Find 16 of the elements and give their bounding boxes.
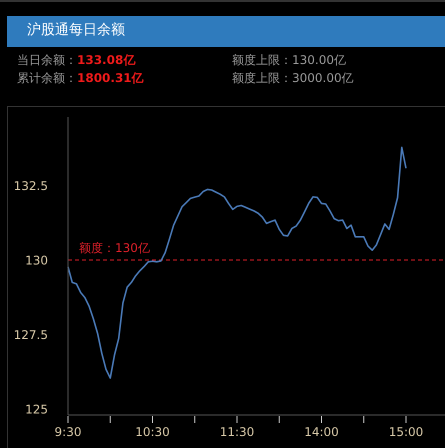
ref-line-label: 额度：130亿	[79, 241, 150, 256]
y-tick-label: 130	[25, 253, 48, 268]
x-tick-label: 15:00	[388, 425, 424, 439]
y-tick-label: 125	[25, 402, 48, 416]
x-tick-label: 9:30	[54, 425, 82, 439]
text: 当日余额：133.08亿	[17, 52, 136, 69]
x-tick-label: 11:30	[220, 425, 254, 439]
y-tick-label: 132.5	[14, 178, 48, 193]
text: 累计余额：1800.31亿	[17, 70, 144, 87]
x-tick-label: 14:00	[304, 425, 339, 439]
x-tick-label: 10:30	[135, 425, 170, 439]
text: 额度上限：3000.00亿	[232, 70, 354, 87]
y-tick-label: 127.5	[14, 328, 48, 342]
chart-title: 沪股通每日余额	[27, 21, 125, 39]
text: 额度上限：130.00亿	[232, 52, 346, 69]
line-series	[67, 146, 407, 379]
